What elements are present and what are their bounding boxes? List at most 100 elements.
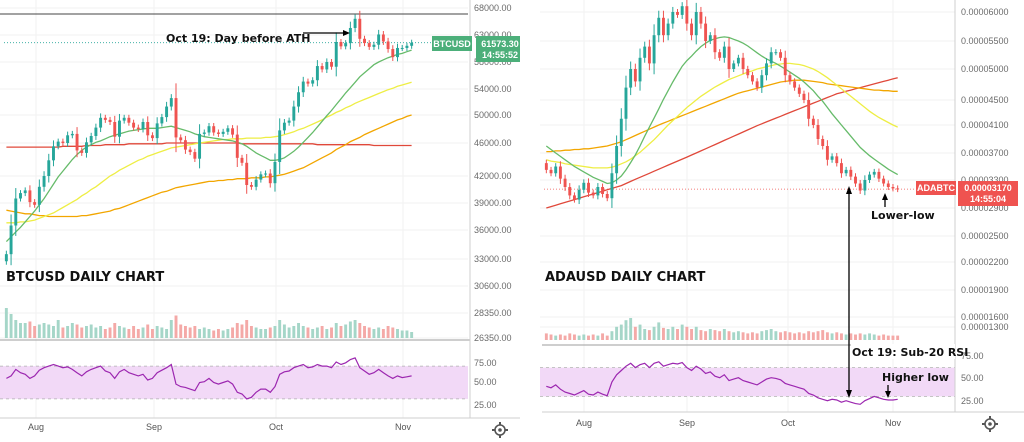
- candle: [647, 39, 651, 71]
- candle-body: [666, 23, 670, 36]
- candle-body: [70, 133, 74, 136]
- volume-bar: [405, 330, 409, 338]
- candle-body: [727, 46, 731, 69]
- price-tick-label: 63000.00: [474, 30, 512, 40]
- candle: [334, 32, 338, 77]
- candle: [103, 114, 107, 123]
- candle: [661, 10, 665, 43]
- candle: [572, 192, 576, 203]
- volume-bar: [844, 334, 848, 340]
- price-tick-label: 0.00006000: [961, 7, 1009, 17]
- volume-bar: [108, 327, 112, 338]
- price-tick-label: 39000.00: [474, 198, 512, 208]
- candle-body: [160, 117, 164, 124]
- candle: [797, 84, 801, 97]
- candle: [4, 250, 8, 265]
- volume-bar: [127, 329, 131, 338]
- candle: [821, 135, 825, 150]
- candle-body: [221, 131, 225, 134]
- volume-bar: [863, 334, 867, 340]
- candle-body: [882, 178, 886, 184]
- candle-body: [80, 150, 84, 153]
- candle-body: [643, 46, 647, 58]
- volume-bar: [348, 321, 352, 338]
- volume-bar: [544, 333, 548, 340]
- candle-body: [816, 125, 820, 139]
- candle-body: [558, 166, 562, 179]
- candle-body: [872, 171, 876, 175]
- candle-body: [896, 188, 900, 190]
- volume-bar: [33, 326, 37, 338]
- candle-body: [315, 66, 319, 81]
- candle: [381, 31, 385, 45]
- candle: [882, 175, 886, 187]
- candle-body: [779, 52, 783, 58]
- candle-body: [75, 133, 79, 151]
- volume-bar: [816, 331, 820, 340]
- btc-panel: 68000.0063000.0058000.0054000.0050000.00…: [0, 0, 524, 438]
- candle: [108, 116, 112, 125]
- candle-body: [821, 139, 825, 146]
- candle: [372, 41, 376, 50]
- price-tick-label: 30600.00: [474, 281, 512, 291]
- candle-body: [391, 49, 395, 58]
- volume-bar: [694, 326, 698, 340]
- candle-body: [259, 174, 263, 180]
- candle: [676, 9, 679, 18]
- volume-bar: [396, 329, 399, 338]
- candle-body: [212, 126, 216, 133]
- btc-settings-gear-icon[interactable]: [492, 422, 508, 438]
- ada-time-axis[interactable]: Aug Sep Oct Nov: [576, 418, 902, 428]
- candle: [896, 185, 900, 193]
- candle-body: [28, 190, 32, 203]
- volume-bar: [400, 330, 404, 338]
- candle: [221, 128, 225, 137]
- candle-body: [676, 12, 679, 15]
- candle: [353, 14, 357, 33]
- volume-bar: [155, 326, 159, 338]
- candle-body: [174, 98, 178, 138]
- btc-price-axis[interactable]: 68000.0063000.0058000.0054000.0050000.00…: [474, 3, 512, 343]
- volume-bar: [94, 327, 98, 338]
- candle-body: [736, 57, 740, 64]
- candle: [33, 199, 37, 208]
- candle-body: [544, 163, 548, 170]
- candle-body: [52, 146, 55, 161]
- volume-bar: [732, 332, 736, 340]
- volume-bar: [28, 321, 32, 338]
- candle: [863, 175, 867, 196]
- volume-bar: [657, 322, 661, 340]
- candle-body: [99, 117, 103, 128]
- volume-bar: [601, 333, 605, 340]
- candle: [868, 171, 872, 183]
- candle: [396, 43, 399, 62]
- btc-time-axis[interactable]: Aug Sep Oct Nov: [28, 422, 412, 432]
- candle-body: [66, 135, 70, 143]
- ma200-line: [6, 142, 412, 148]
- volume-bar: [779, 332, 783, 340]
- candle: [47, 153, 51, 183]
- candle-body: [610, 173, 614, 199]
- ada-settings-gear-icon[interactable]: [982, 416, 998, 432]
- volume-bar: [783, 331, 787, 340]
- candle: [240, 154, 244, 166]
- volume-bar: [301, 326, 305, 338]
- candle: [377, 29, 381, 50]
- candle: [169, 94, 173, 111]
- volume-bar: [141, 327, 145, 338]
- volume-bar: [821, 330, 825, 340]
- candle-body: [554, 166, 558, 174]
- candle: [141, 118, 145, 133]
- candle: [690, 18, 694, 41]
- candle: [816, 119, 820, 145]
- ada-moving-averages: [545, 36, 899, 209]
- candle: [207, 122, 211, 136]
- candle: [306, 78, 310, 87]
- candle-body: [750, 75, 754, 82]
- ada-price-axis[interactable]: 0.00006000 0.00005500 0.00005000 0.00004500…: [961, 7, 1009, 332]
- rsi-tick-label: 25.00: [474, 400, 497, 410]
- candle: [94, 123, 98, 140]
- candle: [183, 135, 187, 154]
- price-tick-label: 0.00001600: [961, 312, 1009, 322]
